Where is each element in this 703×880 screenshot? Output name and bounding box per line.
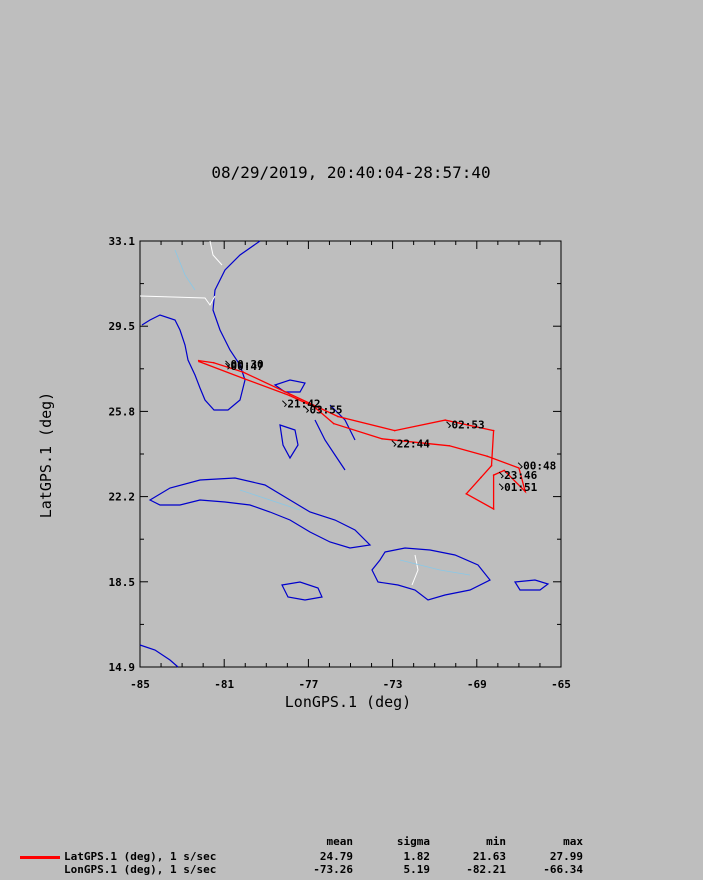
track-point-21 — [212, 361, 215, 364]
x-tick-label-4: -69 — [467, 678, 487, 691]
track-point-19 — [337, 415, 339, 418]
yucatan-tip — [139, 644, 179, 668]
stats-row-lon: LonGPS.1 (deg), 1 s/sec -73.26 5.19 -82.… — [0, 863, 703, 876]
bahamas-4 — [329, 404, 356, 441]
time-arrow-4 — [446, 421, 452, 429]
stats-sigma-lat: 1.82 — [403, 850, 431, 863]
stats-header-mean: mean — [326, 835, 354, 848]
track-point-14 — [480, 476, 482, 479]
bahamas-3 — [314, 419, 346, 471]
track-point-20 — [242, 371, 244, 373]
track-point-18 — [393, 429, 396, 432]
time-arrow-7 — [498, 471, 504, 479]
bahamas-2 — [279, 424, 299, 460]
x-axis-ticks: -85 -81 -77 -73 -69 -65 — [130, 241, 571, 691]
time-arrow-6 — [517, 462, 523, 470]
rivers — [174, 249, 471, 576]
stats-min-lon: -82.21 — [466, 863, 506, 876]
track-point-11 — [492, 474, 495, 476]
time-label-2: 21:42 — [287, 398, 320, 411]
puerto-rico — [513, 579, 550, 591]
river-3 — [399, 559, 471, 576]
time-label-1: 00:47 — [231, 360, 264, 373]
coastline-map — [139, 240, 550, 668]
flight-track — [197, 359, 527, 511]
track-point-9 — [524, 490, 527, 493]
y-tick-label-4: 29.5 — [109, 320, 136, 333]
state-border-3 — [411, 554, 419, 586]
track-point-7 — [486, 455, 489, 458]
stats-row-lat: LatGPS.1 (deg), 1 s/sec 24.79 1.82 21.63… — [0, 850, 703, 863]
time-label-8: 01:51 — [504, 481, 537, 494]
state-borders — [139, 240, 419, 586]
y-axis-label: LatGPS.1 (deg) — [37, 392, 55, 518]
y-tick-label-5: 33.1 — [109, 235, 136, 248]
track-point-5 — [381, 437, 383, 440]
x-tick-label-3: -73 — [383, 678, 403, 691]
track-point-3 — [313, 406, 316, 408]
y-tick-label-0: 14.9 — [109, 661, 136, 674]
x-tick-label-0: -85 — [130, 678, 150, 691]
cuba — [148, 477, 372, 549]
state-border-2 — [209, 240, 223, 266]
x-tick-label-1: -81 — [214, 678, 234, 691]
track-point-16 — [492, 429, 495, 432]
track-point-4 — [332, 422, 335, 425]
stats-max-lat: 27.99 — [549, 850, 583, 863]
stats-header-min: min — [486, 835, 506, 848]
time-label-0: 00:30 — [231, 358, 264, 371]
time-label-6: 00:48 — [523, 460, 556, 473]
track-point-13 — [465, 492, 468, 495]
x-tick-label-2: -77 — [298, 678, 318, 691]
time-label-7: 23:46 — [504, 469, 537, 482]
y-axis-ticks: 14.9 18.5 22.2 25.8 29.5 33.1 — [109, 235, 561, 674]
track-point-12 — [492, 508, 495, 510]
stats-header-row: mean sigma min max — [0, 835, 703, 848]
river-1 — [174, 249, 196, 291]
stats-mean-lat: 24.79 — [319, 850, 353, 863]
stats-sigma-lon: 5.19 — [403, 863, 431, 876]
stats-min-lat: 21.63 — [472, 850, 506, 863]
time-label-3: 03:55 — [309, 404, 342, 417]
time-arrow-8 — [498, 483, 504, 491]
track-point-2 — [288, 394, 291, 397]
stats-mean-lon: -73.26 — [313, 863, 353, 876]
time-arrow-1 — [225, 362, 231, 370]
track-point-22 — [197, 359, 200, 362]
jamaica — [281, 581, 323, 601]
legend-swatch-lat — [20, 856, 60, 859]
time-label-4: 02:53 — [452, 419, 485, 432]
y-tick-label-2: 22.2 — [109, 491, 136, 504]
chart: 08/29/2019, 20:40:04-28:57:40 00:3000:47… — [37, 163, 571, 711]
track-point-15 — [490, 464, 493, 467]
plot-area — [139, 240, 562, 668]
florida-coast — [141, 240, 261, 411]
stats-header-sigma: sigma — [396, 835, 430, 848]
track-point-10 — [503, 469, 505, 472]
track-point-17 — [444, 419, 447, 421]
track-point-6 — [448, 445, 451, 447]
time-arrow-5 — [391, 440, 397, 447]
river-2 — [239, 489, 301, 511]
y-tick-label-3: 25.8 — [109, 405, 136, 418]
stats-max-lon: -66.34 — [543, 863, 583, 876]
state-border-1 — [139, 295, 216, 306]
chart-title: 08/29/2019, 20:40:04-28:57:40 — [211, 163, 490, 182]
time-label-5: 22:44 — [397, 437, 430, 450]
stats-label-lat: LatGPS.1 (deg), 1 s/sec — [64, 850, 217, 863]
track-point-1 — [244, 378, 247, 380]
x-tick-label-5: -65 — [551, 678, 571, 691]
track-point-8 — [518, 467, 520, 469]
stats-label-lon: LonGPS.1 (deg), 1 s/sec — [64, 863, 217, 876]
time-arrow-3 — [304, 406, 310, 413]
stats-header-max: max — [563, 835, 583, 848]
time-arrow-2 — [281, 400, 288, 408]
y-tick-label-1: 18.5 — [109, 576, 136, 589]
hispaniola — [371, 547, 491, 601]
x-axis-label: LonGPS.1 (deg) — [285, 693, 411, 711]
